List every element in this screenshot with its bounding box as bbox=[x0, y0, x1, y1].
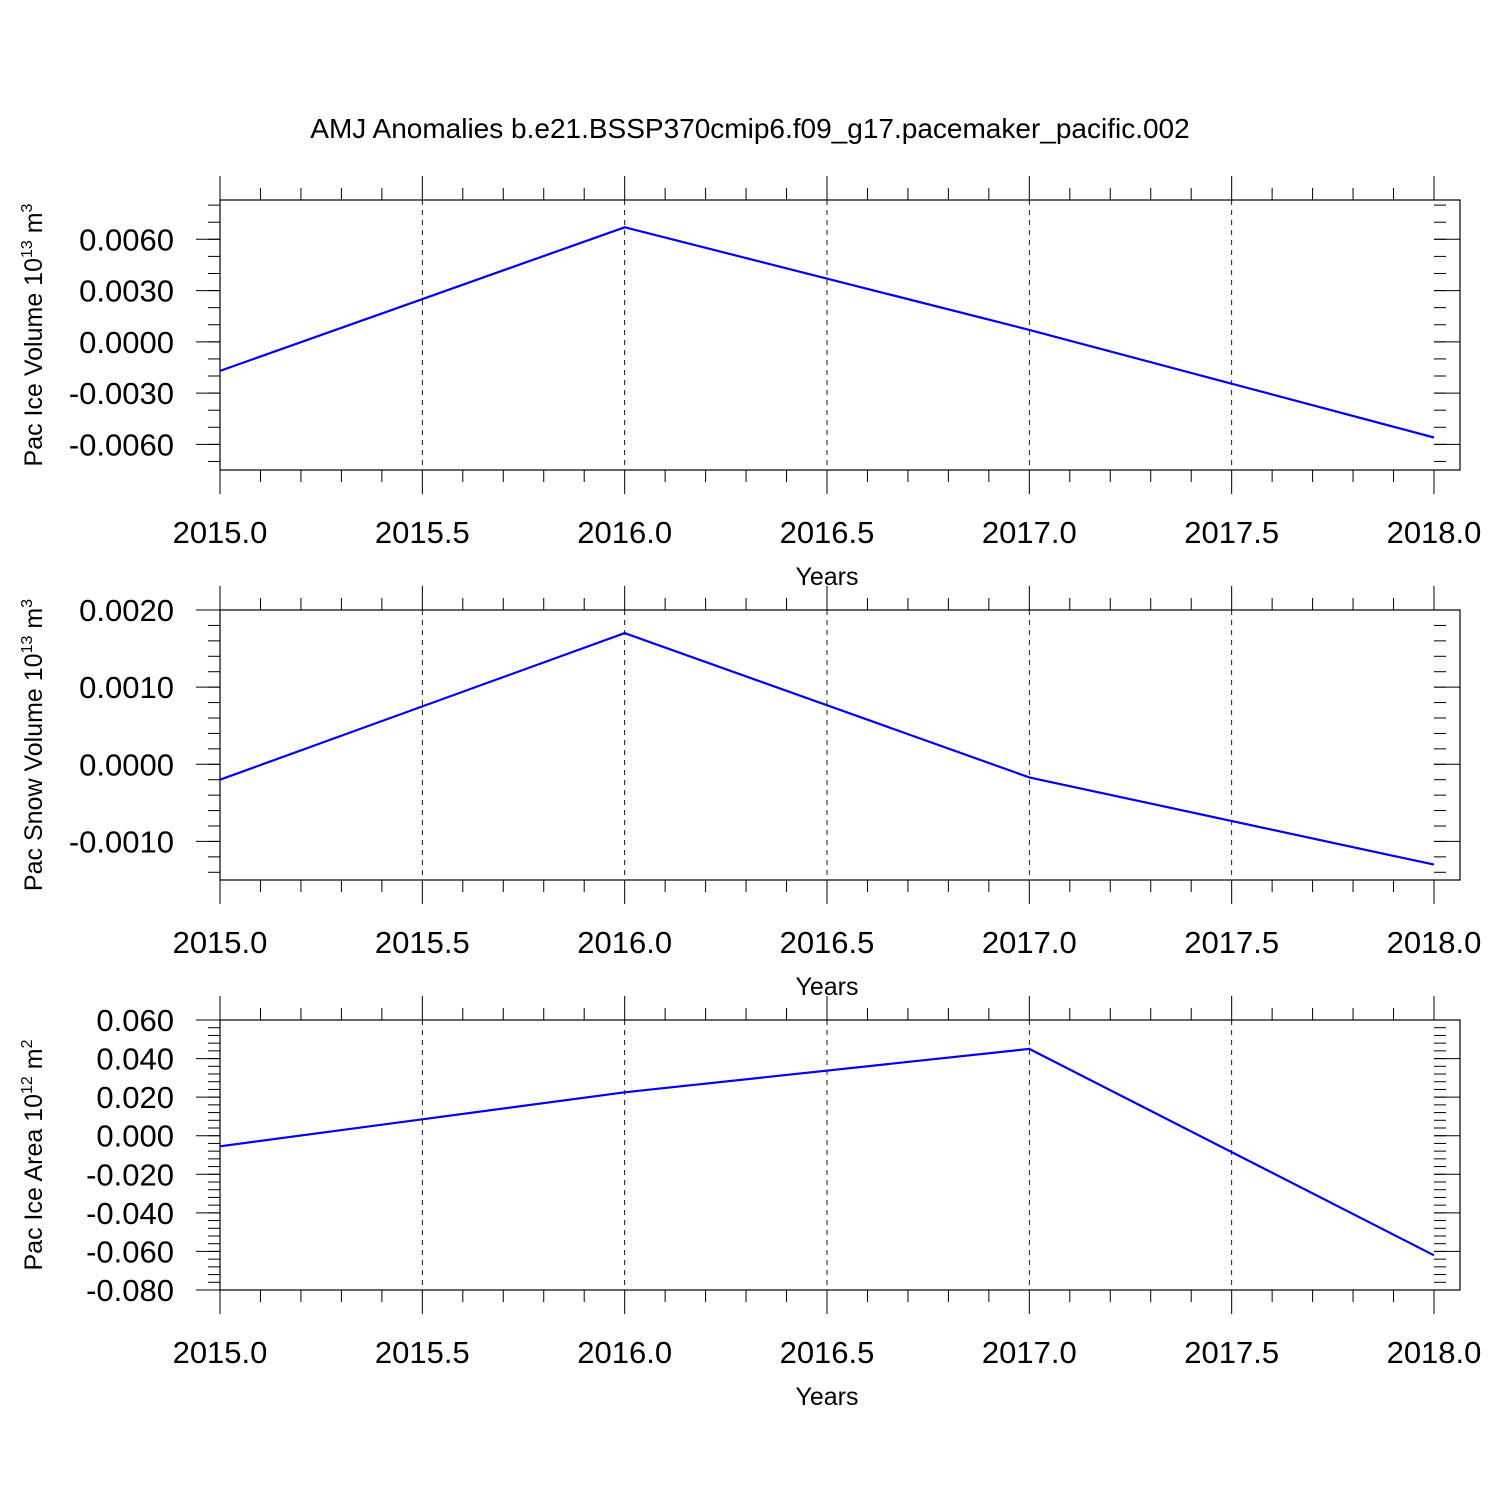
y-axis-label-part: Pac Ice Area 10 bbox=[20, 1094, 48, 1271]
y-axis-label-part: m bbox=[20, 212, 48, 240]
y-tick-label: 0.0000 bbox=[79, 325, 174, 360]
y-tick-label: -0.0010 bbox=[69, 824, 174, 859]
figure-title: AMJ Anomalies b.e21.BSSP370cmip6.f09_g17… bbox=[310, 113, 1189, 144]
x-tick-label: 2018.0 bbox=[1387, 515, 1482, 550]
y-axis-label: Pac Ice Volume 1013 m3 bbox=[19, 203, 48, 466]
x-tick-label: 2016.5 bbox=[780, 515, 875, 550]
panel-1: 2015.0 2015.5 2016.0 2016.5 2017.0 2017.5 2018… bbox=[19, 176, 1481, 591]
panel-3: 2015.0 2015.5 2016.0 2016.5 2017.0 2017.5 2018… bbox=[19, 996, 1481, 1411]
x-tick-label: 2017.0 bbox=[982, 515, 1077, 550]
y-axis-label-exponent: 3 bbox=[19, 599, 36, 608]
y-tick-label: -0.0030 bbox=[69, 376, 174, 411]
y-tick-label: 0.0020 bbox=[79, 593, 174, 628]
y-tick-label: -0.060 bbox=[86, 1234, 174, 1269]
y-tick-label: -0.0060 bbox=[69, 427, 174, 462]
x-tick-label: 2015.0 bbox=[173, 1335, 268, 1370]
x-tick-label: 2016.0 bbox=[577, 1335, 672, 1370]
y-tick-label: 0.0030 bbox=[79, 274, 174, 309]
y-axis-label-exponent: 12 bbox=[19, 1076, 36, 1094]
x-tick-label: 2015.5 bbox=[375, 925, 470, 960]
x-tick-label: 2015.5 bbox=[375, 515, 470, 550]
y-tick-label: 0.000 bbox=[96, 1119, 174, 1154]
series-line bbox=[219, 631, 1435, 866]
x-tick-label: 2017.0 bbox=[982, 925, 1077, 960]
chart-panels: 2015.0 2015.5 2016.0 2016.5 2017.0 2017.5 2018… bbox=[19, 176, 1481, 1411]
x-tick-label: 2016.0 bbox=[577, 925, 672, 960]
x-tick-label: 2017.0 bbox=[982, 1335, 1077, 1370]
y-tick-label: -0.040 bbox=[86, 1196, 174, 1231]
y-tick-label: 0.0060 bbox=[79, 222, 174, 257]
y-tick-label: 0.0000 bbox=[79, 747, 174, 782]
x-tick-label: 2015.0 bbox=[173, 515, 268, 550]
y-tick-label: 0.020 bbox=[96, 1080, 174, 1115]
y-axis-label-exponent: 13 bbox=[19, 240, 36, 258]
x-tick-label: 2015.5 bbox=[375, 1335, 470, 1370]
plot-frame bbox=[219, 199, 1461, 471]
plot-frame bbox=[219, 1019, 1461, 1291]
panel-2: 2015.0 2015.5 2016.0 2016.5 2017.0 2017.5 2018… bbox=[19, 586, 1481, 1001]
x-tick-label: 2016.5 bbox=[780, 1335, 875, 1370]
y-tick-label: 0.060 bbox=[96, 1003, 174, 1038]
y-tick-label: 0.0010 bbox=[79, 670, 174, 705]
y-tick-label: -0.020 bbox=[86, 1157, 174, 1192]
x-tick-label: 2017.5 bbox=[1184, 925, 1279, 960]
series-line bbox=[219, 1047, 1435, 1257]
plot-frame bbox=[219, 609, 1461, 881]
y-axis-label: Pac Ice Area 1012 m2 bbox=[19, 1039, 48, 1270]
y-axis-label-part: Pac Snow Volume 10 bbox=[20, 653, 48, 891]
x-axis-label: Years bbox=[795, 1383, 858, 1411]
y-axis-label-exponent: 3 bbox=[19, 203, 36, 212]
y-axis-label-part: m bbox=[20, 608, 48, 636]
y-axis-label: Pac Snow Volume 1013 m3 bbox=[19, 599, 48, 891]
y-tick-label: 0.040 bbox=[96, 1042, 174, 1077]
x-tick-label: 2018.0 bbox=[1387, 925, 1482, 960]
x-tick-label: 2018.0 bbox=[1387, 1335, 1482, 1370]
y-axis-label-part: Pac Ice Volume 10 bbox=[20, 258, 48, 466]
x-tick-label: 2015.0 bbox=[173, 925, 268, 960]
y-axis-label-exponent: 2 bbox=[19, 1039, 36, 1048]
x-tick-label: 2017.5 bbox=[1184, 515, 1279, 550]
x-tick-label: 2017.5 bbox=[1184, 1335, 1279, 1370]
y-tick-label: -0.080 bbox=[86, 1273, 174, 1308]
x-tick-label: 2016.0 bbox=[577, 515, 672, 550]
series-line bbox=[219, 226, 1435, 439]
y-axis-label-part: m bbox=[20, 1048, 48, 1076]
x-tick-label: 2016.5 bbox=[780, 925, 875, 960]
y-axis-label-exponent: 13 bbox=[19, 636, 36, 654]
